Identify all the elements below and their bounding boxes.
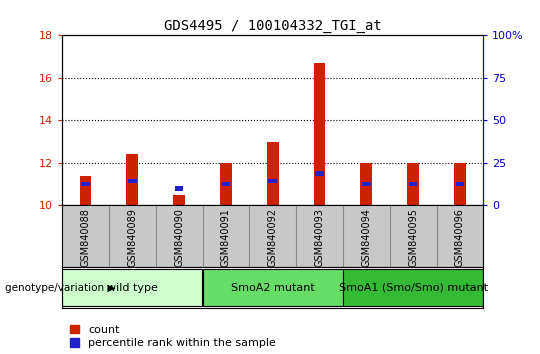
Title: GDS4495 / 100104332_TGI_at: GDS4495 / 100104332_TGI_at — [164, 19, 382, 33]
Bar — [82, 182, 90, 187]
Bar — [202, 269, 343, 306]
Text: genotype/variation ▶: genotype/variation ▶ — [5, 282, 116, 293]
Bar — [128, 178, 137, 183]
Bar — [268, 178, 277, 183]
Bar — [267, 142, 279, 205]
Bar — [407, 163, 419, 205]
Bar — [409, 182, 417, 187]
Text: GSM840092: GSM840092 — [268, 209, 278, 267]
Text: GSM840096: GSM840096 — [455, 209, 465, 267]
Bar — [343, 269, 483, 306]
Bar — [456, 182, 464, 187]
Text: GSM840094: GSM840094 — [361, 209, 372, 267]
Bar — [315, 171, 323, 176]
Bar — [80, 176, 91, 205]
Bar — [62, 269, 202, 306]
Text: GSM840091: GSM840091 — [221, 209, 231, 267]
Text: SmoA2 mutant: SmoA2 mutant — [231, 282, 315, 293]
Bar — [314, 63, 325, 205]
Text: SmoA1 (Smo/Smo) mutant: SmoA1 (Smo/Smo) mutant — [339, 282, 488, 293]
Bar — [222, 182, 230, 187]
Text: GSM840090: GSM840090 — [174, 209, 184, 267]
Bar — [220, 163, 232, 205]
Text: GSM840088: GSM840088 — [80, 209, 91, 267]
Bar — [126, 154, 138, 205]
Bar — [175, 186, 183, 191]
Text: GSM840093: GSM840093 — [314, 209, 325, 267]
Bar — [454, 163, 465, 205]
Text: wild type: wild type — [107, 282, 158, 293]
Text: GSM840095: GSM840095 — [408, 209, 418, 267]
Bar — [173, 195, 185, 205]
Bar — [361, 163, 372, 205]
Bar — [362, 182, 370, 187]
Text: GSM840089: GSM840089 — [127, 209, 137, 267]
Legend: count, percentile rank within the sample: count, percentile rank within the sample — [70, 325, 276, 348]
